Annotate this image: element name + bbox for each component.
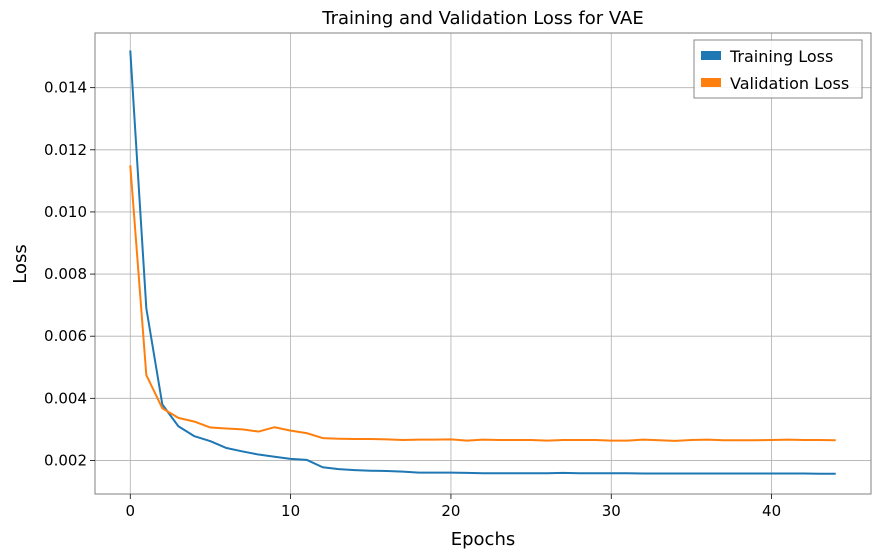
y-tick-label: 0.014 — [44, 79, 87, 97]
legend-label: Training Loss — [729, 47, 833, 66]
y-tick-label: 0.010 — [44, 203, 87, 221]
legend-label: Validation Loss — [730, 74, 849, 93]
x-axis: 0 10 20 30 40 — [125, 494, 781, 520]
series-lines — [129, 50, 836, 475]
y-axis: 0.002 0.004 0.006 0.008 0.010 0.012 0.014 — [44, 79, 95, 469]
x-tick-label: 0 — [125, 502, 135, 520]
y-axis-label: Loss — [10, 244, 31, 283]
x-tick-label: 10 — [281, 502, 300, 520]
x-axis-label: Epochs — [451, 529, 516, 550]
legend-swatch — [701, 51, 721, 60]
y-tick-label: 0.002 — [44, 451, 87, 469]
series-line-training-loss — [129, 50, 836, 475]
legend-box — [693, 39, 863, 99]
series-line-validation-loss — [129, 165, 836, 442]
legend: Training Loss Validation Loss — [693, 39, 863, 99]
x-tick-label: 20 — [441, 502, 460, 520]
x-tick-label: 40 — [762, 502, 781, 520]
plot-frame — [94, 32, 872, 495]
x-tick-label: 30 — [602, 502, 621, 520]
y-tick-label: 0.012 — [44, 141, 87, 159]
y-tick-label: 0.004 — [44, 389, 87, 407]
y-tick-label: 0.006 — [44, 327, 87, 345]
y-tick-label: 0.008 — [44, 265, 87, 283]
grid — [95, 33, 871, 494]
chart-title: Training and Validation Loss for VAE — [321, 8, 643, 29]
legend-swatch — [701, 78, 721, 87]
